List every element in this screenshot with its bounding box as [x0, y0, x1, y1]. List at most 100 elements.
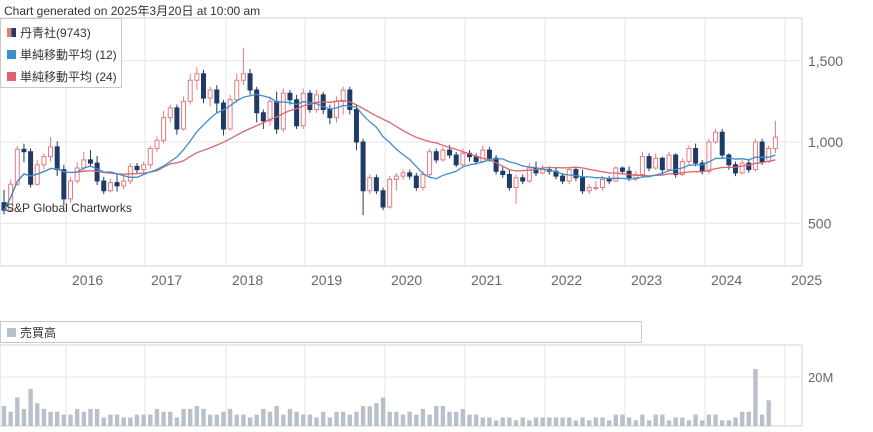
candle	[706, 138, 712, 175]
candle-body	[300, 92, 306, 127]
candle	[387, 176, 393, 209]
volume-bar	[726, 420, 732, 426]
x-tick-label: 2016	[72, 272, 103, 288]
sma12-line	[3, 93, 776, 211]
candle-body	[161, 117, 167, 141]
grid	[0, 17, 803, 267]
candle	[141, 161, 147, 173]
candle	[314, 90, 320, 113]
candle-body	[340, 89, 346, 102]
legend-item-sma12[interactable]: 単純移動平均 (12)	[1, 43, 121, 65]
candle	[207, 86, 213, 107]
candle	[247, 68, 253, 95]
candle-body	[81, 159, 87, 169]
x-tick-label: 2022	[551, 272, 582, 288]
candle-body	[500, 170, 506, 175]
candle	[586, 184, 592, 194]
candle	[440, 146, 446, 162]
candle-body	[353, 109, 359, 143]
candle-body	[759, 141, 765, 162]
candle-body	[733, 164, 738, 174]
candle	[380, 187, 386, 211]
volume-bar	[287, 408, 293, 426]
volume-bar	[35, 403, 40, 426]
candle-body	[739, 162, 745, 174]
volume-bar	[267, 411, 273, 426]
candle-body	[413, 175, 419, 188]
volume-bar	[473, 414, 479, 426]
volume-bar	[394, 411, 399, 426]
candle	[659, 156, 665, 175]
candle-body	[766, 148, 772, 162]
candle-body	[493, 157, 499, 172]
candle	[267, 96, 273, 126]
legend-item-sma24[interactable]: 単純移動平均 (24)	[1, 65, 121, 87]
volume-bar	[48, 411, 53, 426]
candle	[500, 166, 506, 178]
candle-body	[673, 154, 679, 175]
candle	[134, 163, 140, 174]
candle-body	[21, 148, 27, 153]
candle	[752, 138, 758, 172]
candle-body	[220, 102, 226, 130]
volume-bar	[713, 414, 718, 426]
y-tick-label: 1,500	[808, 53, 843, 69]
volume-bar	[626, 417, 632, 426]
candle-body	[334, 100, 339, 119]
volume-bar	[420, 408, 426, 426]
candle	[214, 85, 220, 113]
candle	[580, 169, 586, 194]
candle	[87, 150, 93, 168]
candle	[74, 162, 80, 184]
volume-bar	[620, 414, 625, 426]
volume-bar	[427, 414, 432, 426]
candle-body	[573, 169, 579, 179]
candle-body	[280, 92, 286, 130]
candle	[167, 104, 173, 123]
volume-bar	[527, 420, 532, 426]
volume-bar	[646, 420, 652, 426]
candle-body	[201, 73, 206, 99]
volume-bar	[407, 411, 412, 426]
candle-body	[706, 141, 712, 172]
volume-bar	[21, 408, 27, 426]
candle-body	[453, 154, 459, 166]
legend-item-stock[interactable]: 丹青社(9743)	[1, 21, 121, 43]
volume-bar	[334, 411, 339, 426]
candle	[107, 178, 113, 193]
y-tick-label: 1,000	[808, 134, 843, 150]
candle-body	[48, 146, 54, 158]
volume-bar	[414, 414, 419, 426]
candle-body	[520, 177, 526, 182]
candle	[427, 148, 433, 178]
candle-body	[460, 152, 466, 166]
candle	[34, 159, 40, 186]
candle	[653, 153, 659, 170]
volume-bar	[560, 417, 565, 426]
candle-body	[639, 156, 645, 175]
candle-body	[580, 177, 586, 192]
volume-bar	[234, 414, 239, 426]
legend-label-sma24: 単純移動平均 (24)	[20, 69, 117, 84]
candle-body	[234, 79, 240, 101]
candle	[307, 90, 313, 113]
volume-bar	[254, 414, 259, 426]
volume-bar	[653, 414, 658, 426]
volume-bar	[573, 420, 579, 426]
watermark: S&P Global Chartworks	[6, 201, 132, 215]
volume-bar	[294, 411, 299, 426]
volume-legend[interactable]: 売買高	[0, 321, 642, 343]
candle	[739, 159, 745, 175]
x-tick-label: 2020	[391, 272, 422, 288]
candle	[21, 143, 27, 163]
volume-bar	[134, 414, 140, 426]
volume-bar	[520, 417, 525, 426]
volume-bar	[74, 408, 80, 426]
candle-body	[267, 100, 273, 122]
x-tick-label: 2017	[151, 272, 182, 288]
candle	[433, 148, 439, 164]
candle	[493, 155, 499, 175]
candle-body	[28, 151, 34, 185]
volume-bar	[387, 411, 392, 426]
candle	[274, 91, 280, 134]
